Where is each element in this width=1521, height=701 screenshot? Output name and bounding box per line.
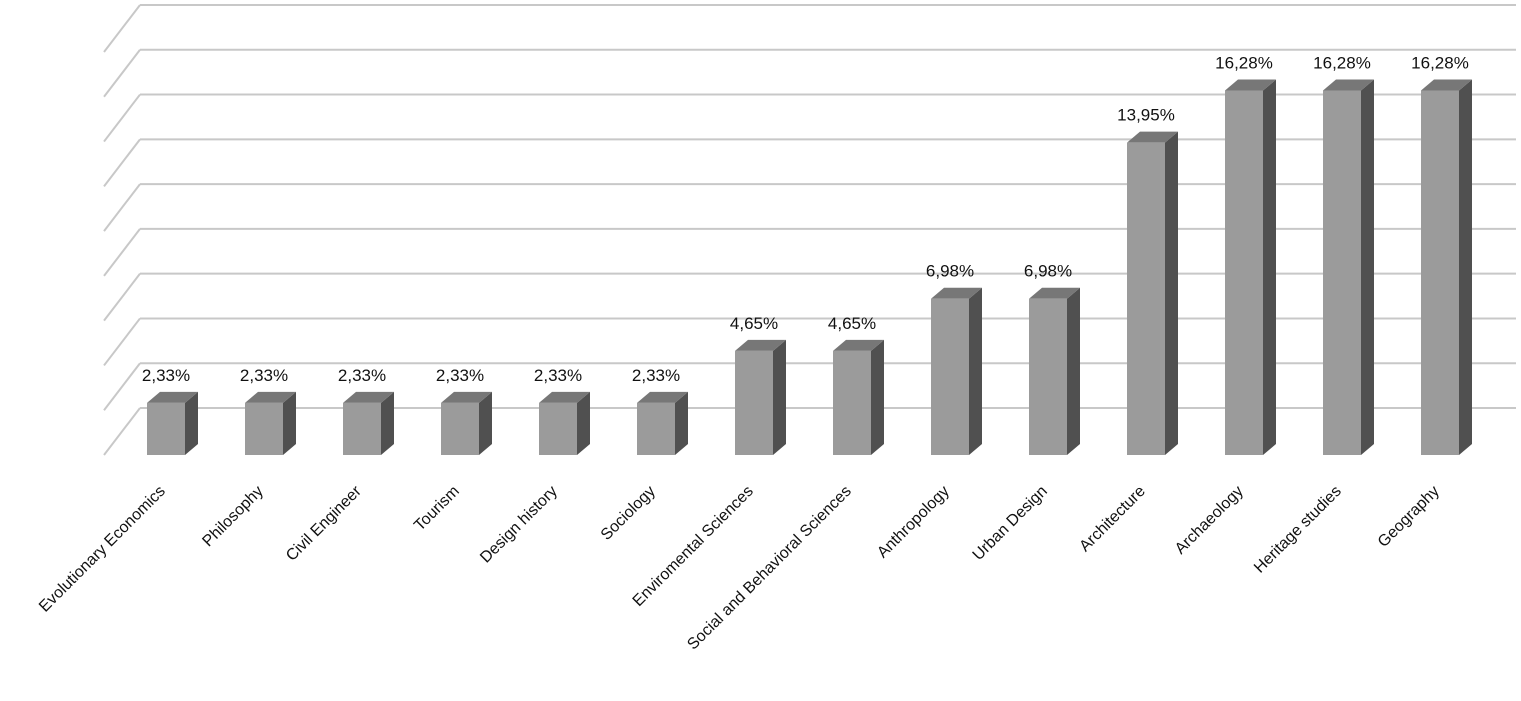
data-label: 6,98% <box>926 262 974 281</box>
data-label: 4,65% <box>730 314 778 333</box>
gridline-depth <box>103 273 141 322</box>
bar-side <box>969 287 982 455</box>
bar <box>833 339 884 455</box>
bar-front <box>735 350 773 455</box>
bar-front <box>1029 298 1067 455</box>
category-label: Architecture <box>1076 483 1148 555</box>
bar-front <box>931 298 969 455</box>
category-label: Anthropology <box>874 483 953 562</box>
bar-top <box>1127 131 1178 143</box>
bar-top <box>1323 79 1374 91</box>
bar <box>343 391 394 455</box>
category-label: Sociology <box>598 483 659 544</box>
bar-side <box>283 391 296 455</box>
bar-top <box>245 391 296 403</box>
bar-front <box>637 402 675 455</box>
bar-side <box>773 339 786 455</box>
bar-front <box>1127 142 1165 456</box>
category-label: Tourism <box>411 483 463 535</box>
data-label: 4,65% <box>828 314 876 333</box>
category-label: Design history <box>477 483 561 567</box>
bar <box>539 391 590 455</box>
bar-top <box>147 391 198 403</box>
data-label: 2,33% <box>240 366 288 385</box>
bar <box>637 391 688 455</box>
category-labels: Evolutionary Economics Philosophy Civil En… <box>36 482 1443 653</box>
gridline-depth <box>103 228 141 277</box>
bar-front <box>1323 90 1361 456</box>
bar <box>1421 79 1472 456</box>
data-label: 13,95% <box>1117 106 1175 125</box>
bar-top <box>1421 79 1472 91</box>
bar-front <box>1421 90 1459 456</box>
bar-side <box>1165 131 1178 456</box>
bar-side <box>1067 287 1080 455</box>
bar-front <box>539 402 577 455</box>
bar-front <box>833 350 871 455</box>
gridline-depth <box>103 93 141 143</box>
bar-side <box>871 339 884 455</box>
bar-top <box>441 391 492 403</box>
bar-side <box>577 391 590 455</box>
bar <box>441 391 492 455</box>
bar-top <box>1225 79 1276 91</box>
bar-front <box>441 402 479 455</box>
bar-front <box>147 402 185 455</box>
bar <box>147 391 198 455</box>
data-label: 6,98% <box>1024 262 1072 281</box>
bar-top <box>735 339 786 351</box>
category-label: Social and Behavioral Sciences <box>684 483 855 654</box>
bar-side <box>1263 79 1276 456</box>
bar-front <box>343 402 381 455</box>
gridline-depth <box>103 4 141 53</box>
bar-side <box>381 391 394 455</box>
category-label: Urban Design <box>970 483 1051 564</box>
category-label: Archaeology <box>1172 483 1247 558</box>
gridline-depth <box>103 362 141 411</box>
bar <box>1323 79 1374 456</box>
data-label: 2,33% <box>534 366 582 385</box>
bar-side <box>1459 79 1472 456</box>
bar <box>1127 131 1178 456</box>
category-label: Evolutionary Economics <box>36 483 169 616</box>
data-label: 2,33% <box>338 366 386 385</box>
category-label: Philosophy <box>199 483 266 550</box>
gridlines <box>103 4 1516 456</box>
data-label: 2,33% <box>436 366 484 385</box>
bar <box>1225 79 1276 456</box>
bar-top <box>1029 287 1080 299</box>
gridline-depth <box>103 49 141 98</box>
bar-side <box>479 391 492 455</box>
gridline-depth <box>103 138 141 187</box>
bars <box>147 79 1472 456</box>
bar-side <box>675 391 688 455</box>
category-label: Heritage studies <box>1251 483 1345 577</box>
gridline-depth <box>103 317 141 367</box>
data-label: 16,28% <box>1411 54 1469 73</box>
category-label: Civil Engineer <box>283 482 365 564</box>
bar-top <box>637 391 688 403</box>
bar-top <box>833 339 884 351</box>
gridline-depth <box>103 407 141 456</box>
bar-top <box>539 391 590 403</box>
bar <box>931 287 982 455</box>
data-label: 16,28% <box>1215 54 1273 73</box>
bar-top <box>343 391 394 403</box>
bar-side <box>1361 79 1374 456</box>
bar <box>245 391 296 455</box>
gridline-depth <box>103 183 141 232</box>
data-labels: 2,33% 2,33% 2,33% 2,33% 2,33% 2,33% 4,65% 4,65%… <box>142 54 1469 385</box>
data-label: 16,28% <box>1313 54 1371 73</box>
bar <box>1029 287 1080 455</box>
bar <box>735 339 786 455</box>
bar-top <box>931 287 982 299</box>
data-label: 2,33% <box>142 366 190 385</box>
bar-side <box>185 391 198 455</box>
data-label: 2,33% <box>632 366 680 385</box>
category-label: Geography <box>1375 483 1443 551</box>
bar-front <box>245 402 283 455</box>
bar-front <box>1225 90 1263 456</box>
